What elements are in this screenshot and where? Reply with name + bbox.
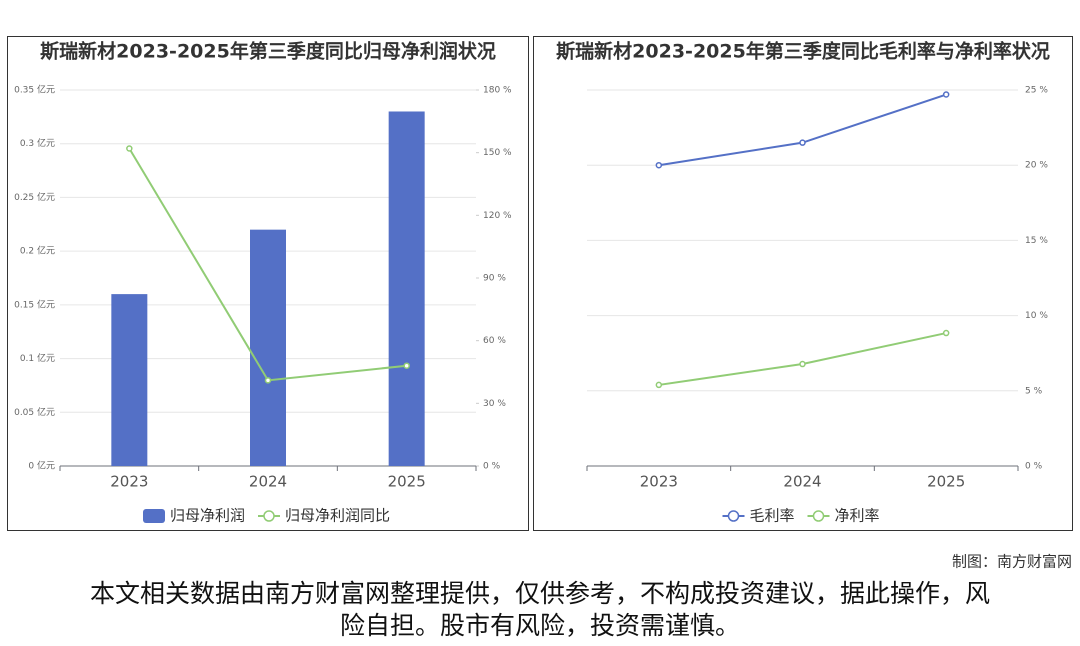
legend-label: 毛利率 (750, 507, 795, 525)
x-tick-label: 2025 (927, 473, 965, 491)
y2-tick-label: 180 % (483, 86, 512, 96)
disclaimer: 本文相关数据由南方财富网整理提供，仅供参考，不构成投资建议，据此操作，风险自担。… (90, 579, 991, 640)
y-tick-label: 0 亿元 (28, 460, 55, 472)
legend-label: 归母净利润 (170, 507, 245, 525)
y-tick-label: 10 % (1025, 311, 1048, 321)
chart-title: 斯瑞新材2023-2025年第三季度同比毛利率与净利率状况 (556, 40, 1050, 63)
point (403, 362, 410, 369)
point (655, 381, 663, 389)
x-tick-label: 2024 (783, 473, 821, 491)
point (799, 360, 806, 368)
y-tick-label: 25 % (1025, 86, 1048, 96)
bar (250, 229, 286, 466)
bar (111, 294, 148, 466)
y-tick-label: 5 % (1025, 386, 1043, 396)
y-tick-label: 15 % (1025, 236, 1048, 246)
chart-title: 斯瑞新材2023-2025年第三季度同比归母净利润状况 (40, 40, 496, 63)
y2-tick-label: 120 % (483, 211, 512, 221)
y-tick-label: 0.25 亿元 (14, 191, 55, 203)
line (658, 93, 947, 167)
point (126, 145, 133, 152)
y-tick-label: 0 % (1025, 462, 1043, 472)
y2-tick-label: 90 % (483, 274, 506, 284)
bar (388, 111, 425, 466)
y-tick-label: 0.05 亿元 (14, 406, 55, 418)
y-tick-label: 0.3 亿元 (20, 137, 55, 149)
y-tick-label: 20 % (1025, 161, 1048, 171)
y-tick-label: 0.35 亿元 (14, 84, 55, 96)
legend-label: 净利率 (835, 507, 880, 525)
legend-swatch (812, 510, 825, 522)
x-tick-label: 2023 (110, 473, 148, 491)
line (658, 332, 947, 386)
point (942, 91, 950, 98)
point (655, 161, 663, 169)
y-tick-label: 0.1 亿元 (20, 352, 55, 364)
point (942, 329, 950, 337)
x-tick-label: 2025 (388, 473, 426, 491)
y-tick-label: 0.2 亿元 (20, 245, 55, 257)
point (799, 139, 806, 146)
legend-swatch (143, 509, 165, 523)
y2-tick-label: 150 % (483, 148, 512, 158)
y-tick-label: 0.15 亿元 (14, 298, 55, 310)
legend-label: 归母净利润同比 (285, 507, 390, 525)
y2-tick-label: 60 % (483, 336, 506, 346)
legend-swatch (263, 510, 275, 522)
legend-swatch (727, 510, 740, 522)
credit: 制图：南方财富网 (952, 553, 1072, 571)
y2-tick-label: 0 % (483, 462, 501, 472)
y2-tick-label: 30 % (483, 399, 506, 409)
point (264, 377, 272, 384)
chart-frame (7, 36, 529, 531)
x-tick-label: 2023 (640, 473, 678, 491)
x-tick-label: 2024 (249, 473, 287, 491)
chart-frame (533, 36, 1073, 531)
